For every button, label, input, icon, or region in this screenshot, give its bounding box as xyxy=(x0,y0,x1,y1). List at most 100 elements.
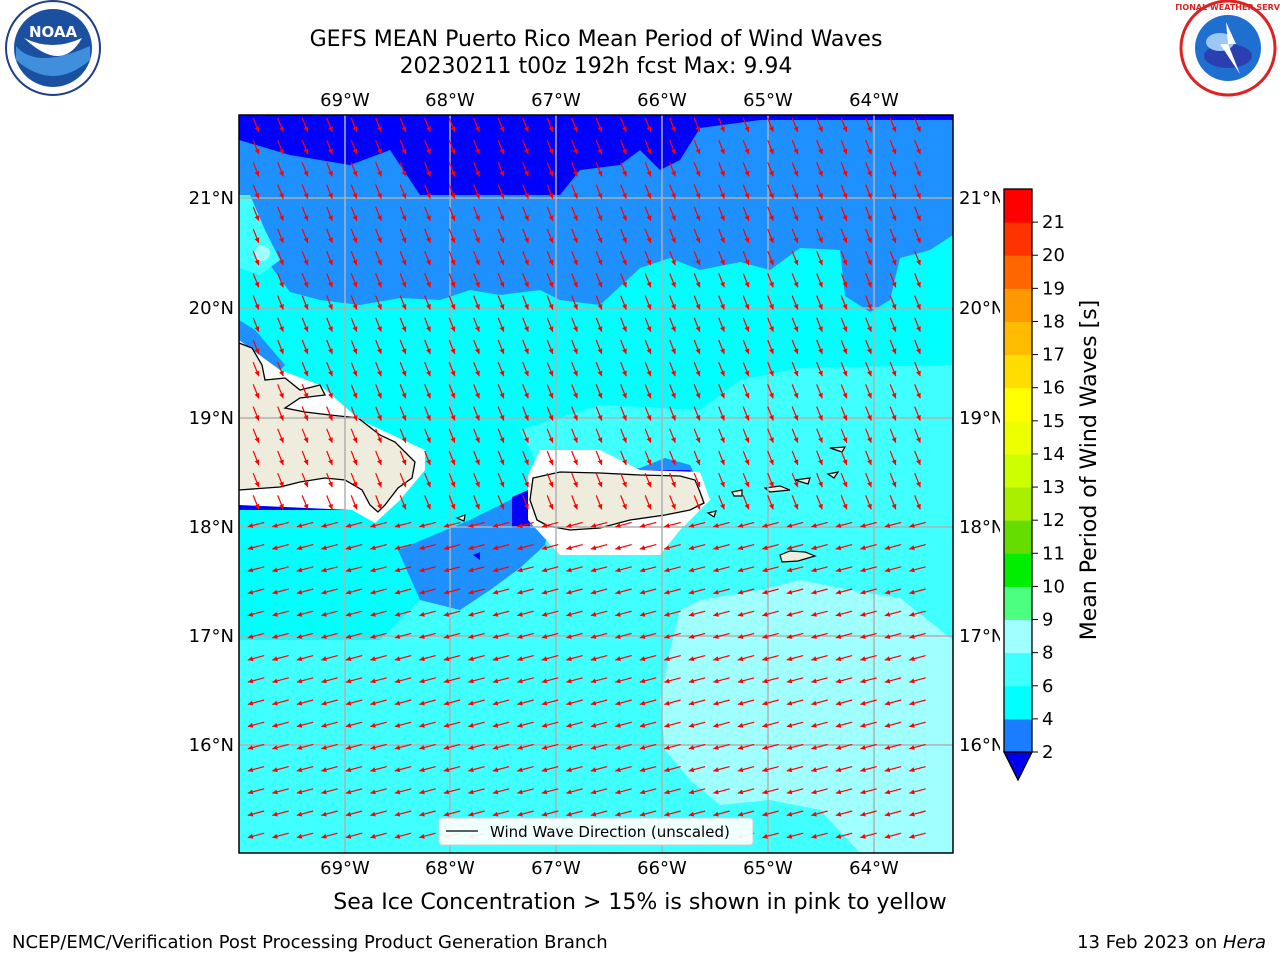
wind-arrow xyxy=(541,588,559,595)
wind-arrow xyxy=(296,632,314,639)
wind-arrow xyxy=(424,339,431,355)
wind-arrow xyxy=(615,766,632,773)
wind-arrow xyxy=(546,184,554,199)
wind-arrow xyxy=(424,273,431,288)
chart-subtitle: 20230211 t00z 192h fcst Max: 9.94 xyxy=(399,54,793,79)
wind-arrow xyxy=(811,788,828,795)
wind-arrow xyxy=(669,317,676,333)
wind-arrow xyxy=(644,250,652,266)
wind-arrow xyxy=(419,721,436,728)
wind-arrow xyxy=(595,361,603,377)
wind-arrow xyxy=(595,228,603,244)
wind-arrow xyxy=(350,273,358,288)
wind-arrow xyxy=(321,632,338,639)
wind-arrow xyxy=(277,184,284,199)
wind-arrow xyxy=(615,788,632,795)
wind-arrow xyxy=(595,295,603,310)
wind-arrow xyxy=(277,162,284,177)
wind-arrow xyxy=(571,406,578,421)
wind-arrow xyxy=(571,206,578,222)
lon-label-bottom: 69°W xyxy=(320,858,370,879)
wind-arrow xyxy=(394,521,412,528)
wind-arrow xyxy=(639,788,657,795)
lat-label-right: 21°N xyxy=(959,188,1000,209)
wind-arrow xyxy=(791,162,799,177)
wind-arrow xyxy=(737,610,755,617)
wind-arrow xyxy=(786,521,804,528)
wind-arrow xyxy=(595,139,603,155)
wind-arrow xyxy=(326,472,333,488)
wind-arrow xyxy=(693,384,701,399)
wind-arrow xyxy=(546,139,554,155)
wind-arrow xyxy=(762,610,779,617)
wind-arrow xyxy=(277,495,284,510)
colorbar-tick-label: 10 xyxy=(1042,576,1065,597)
wind-arrow xyxy=(468,677,485,684)
wind-arrow xyxy=(443,810,461,817)
wind-arrow xyxy=(517,788,534,795)
wind-arrow xyxy=(693,206,701,222)
wind-arrow xyxy=(713,743,730,750)
wind-arrow xyxy=(326,139,333,155)
wind-arrow xyxy=(762,699,779,706)
wind-arrow xyxy=(762,677,779,684)
wind-arrow xyxy=(252,472,260,488)
wind-arrow xyxy=(399,139,407,155)
wind-arrow xyxy=(713,588,730,595)
wind-arrow xyxy=(571,295,578,310)
wind-arrow xyxy=(326,206,333,222)
wind-arrow xyxy=(664,521,681,528)
wind-arrow xyxy=(497,184,505,199)
wind-arrow xyxy=(791,295,799,310)
wind-arrow xyxy=(889,228,897,244)
wind-arrow xyxy=(620,428,627,444)
wind-arrow xyxy=(595,450,603,466)
wind-arrow xyxy=(639,588,657,595)
wind-arrow xyxy=(669,450,676,466)
wind-arrow xyxy=(252,406,260,421)
wind-arrow xyxy=(468,544,485,551)
wind-arrow xyxy=(571,450,578,466)
wind-arrow xyxy=(473,406,480,421)
wind-arrow xyxy=(296,721,314,728)
colorbar-swatch xyxy=(1004,255,1032,289)
wind-arrow xyxy=(693,339,701,355)
wind-arrow xyxy=(767,361,774,377)
wind-arrow xyxy=(272,655,289,662)
wind-arrow xyxy=(394,677,412,684)
wind-arrow xyxy=(345,810,363,817)
wind-arrow xyxy=(767,139,774,155)
wind-arrow xyxy=(737,766,755,773)
wind-arrow xyxy=(669,117,676,133)
wind-arrow xyxy=(522,495,529,510)
wind-arrow xyxy=(277,228,284,244)
wind-arrow xyxy=(669,206,676,222)
wind-arrow xyxy=(321,721,338,728)
noaa-logo-text: NOAA xyxy=(29,23,78,41)
wind-arrow xyxy=(688,721,706,728)
colorbar-swatch xyxy=(1004,321,1032,356)
wind-arrow xyxy=(468,655,485,662)
wind-arrow xyxy=(419,566,436,573)
wind-arrow xyxy=(889,472,897,488)
wind-arrow xyxy=(473,162,480,177)
wind-arrow xyxy=(884,632,902,639)
wind-arrow xyxy=(811,521,828,528)
wind-arrow xyxy=(399,295,407,310)
wind-arrow xyxy=(742,295,750,310)
colorbar-swatch xyxy=(1004,619,1032,654)
nws-logo-text: NATIONAL WEATHER SERVICE xyxy=(1176,3,1280,12)
wind-arrow xyxy=(884,566,902,573)
wind-arrow xyxy=(517,521,534,528)
wind-arrow xyxy=(394,566,412,573)
wind-arrow xyxy=(399,184,407,199)
wind-arrow xyxy=(277,384,284,399)
wind-arrow xyxy=(394,610,412,617)
wind-arrow xyxy=(737,810,755,817)
wind-arrow xyxy=(443,743,461,750)
wind-arrow xyxy=(296,655,314,662)
wind-arrow xyxy=(424,228,431,244)
wind-arrow xyxy=(247,566,265,573)
wind-arrow xyxy=(272,743,289,750)
wind-arrow xyxy=(914,162,921,177)
